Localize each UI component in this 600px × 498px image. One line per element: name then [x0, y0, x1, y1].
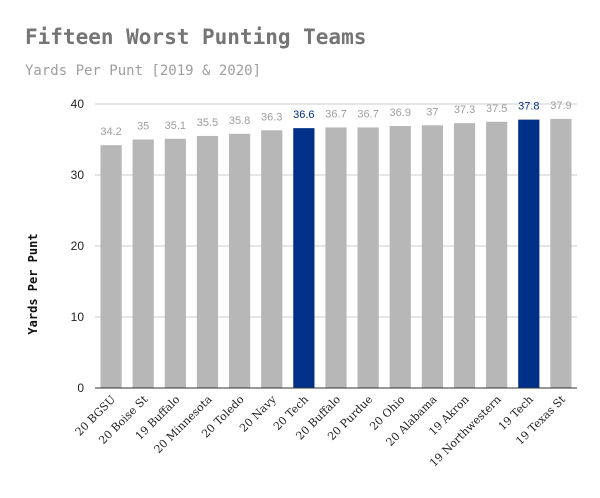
bar: [196, 135, 219, 388]
bar: [389, 126, 411, 388]
bar: [164, 138, 186, 388]
data-label: 37.5: [486, 103, 507, 115]
data-label: 37.3: [454, 104, 475, 116]
chart-title: Fifteen Worst Punting Teams: [25, 25, 367, 49]
bar: [486, 121, 508, 388]
bar: [550, 118, 572, 388]
bar: [421, 125, 444, 389]
data-label: 37: [426, 106, 438, 118]
data-label: 35.1: [165, 120, 186, 132]
bar: [261, 130, 283, 388]
y-tick-label: 20: [71, 239, 85, 253]
data-label: 35.8: [229, 115, 250, 127]
data-label: 36.7: [357, 108, 378, 120]
data-label: 36.7: [325, 108, 346, 120]
data-label: 34.2: [100, 126, 121, 138]
bar: [132, 139, 154, 388]
bar: [518, 119, 540, 389]
data-label: 35.5: [197, 117, 218, 129]
data-label: 36.6: [293, 109, 314, 121]
data-label: 36.9: [390, 107, 411, 119]
data-label: 37.8: [518, 101, 539, 113]
y-tick-label: 10: [71, 310, 85, 324]
bars: [100, 118, 572, 389]
bar: [100, 145, 122, 388]
y-axis-ticks: 0 10 20 30 40: [71, 97, 85, 395]
y-tick-label: 0: [77, 381, 84, 395]
y-tick-label: 30: [71, 168, 85, 182]
bar: [453, 123, 476, 389]
x-tick-label: 20 Navy: [237, 392, 279, 434]
bar: [325, 127, 347, 389]
data-label: 35: [137, 121, 149, 133]
y-tick-label: 40: [71, 97, 85, 111]
bar: [293, 128, 315, 388]
data-label: 37.9: [550, 100, 571, 112]
data-label: 36.3: [261, 111, 282, 123]
y-axis-label: Yards Per Punt: [26, 233, 40, 334]
bar: [357, 127, 379, 389]
data-labels: 34.2 35 35.1 35.5 35.8 36.3 36.6 36.7 36.7 36.9 37…: [100, 100, 571, 138]
bar: [228, 133, 251, 388]
chart-subtitle: Yards Per Punt [2019 & 2020]: [25, 63, 262, 79]
